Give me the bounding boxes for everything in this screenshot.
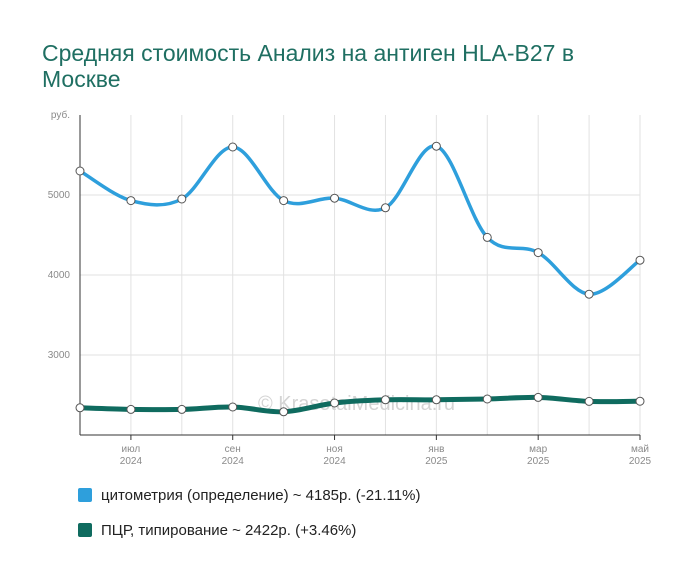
data-point [431, 141, 441, 151]
line-chart: 300040005000руб.июл2024сен2024ноя2024янв… [48, 109, 652, 467]
data-point [228, 142, 238, 152]
data-point [482, 394, 492, 404]
x-tick-label-month: сен [225, 444, 241, 455]
data-point [482, 232, 492, 242]
data-point [126, 404, 136, 414]
x-tick-label-month: июл [122, 444, 141, 455]
x-tick-label-month: ноя [326, 444, 343, 455]
data-point [330, 193, 340, 203]
data-point [75, 403, 85, 413]
data-point [635, 255, 645, 265]
series-lines [77, 144, 643, 415]
data-point [75, 166, 85, 176]
y-axis-label: руб. [51, 109, 70, 121]
series-line-cytometry [78, 144, 642, 296]
x-tick-label-month: май [631, 444, 649, 455]
data-point [126, 196, 136, 206]
legend: цитометрия (определение) ~ 4185р. (-21.1… [78, 484, 420, 554]
x-tick-label-month: мар [529, 444, 547, 455]
data-point [330, 398, 340, 408]
y-tick-label: 4000 [48, 270, 71, 281]
legend-label: ПЦР, типирование ~ 2422р. (+3.46%) [101, 521, 357, 539]
y-tick-label: 3000 [48, 350, 71, 361]
legend-item-pcr[interactable]: ПЦР, типирование ~ 2422р. (+3.46%) [78, 519, 420, 541]
axes: 300040005000руб.июл2024сен2024ноя2024янв… [48, 109, 652, 467]
legend-item-cytometry[interactable]: цитометрия (определение) ~ 4185р. (-21.1… [78, 484, 420, 506]
data-point [635, 396, 645, 406]
data-point [177, 194, 187, 204]
data-point [228, 402, 238, 412]
x-tick-label-year: 2025 [527, 456, 550, 467]
x-tick-label-year: 2024 [323, 456, 346, 467]
data-point [533, 248, 543, 258]
data-point [177, 404, 187, 414]
legend-swatch [78, 488, 92, 502]
x-tick-label-year: 2024 [120, 456, 143, 467]
data-point [584, 396, 594, 406]
chart-title: Средняя стоимость Анализ на антиген HLA-… [42, 40, 575, 92]
x-tick-label-year: 2025 [629, 456, 652, 467]
data-point [431, 395, 441, 405]
data-points [75, 141, 645, 417]
x-tick-label-month: янв [428, 444, 444, 455]
x-tick-label-year: 2024 [222, 456, 245, 467]
y-tick-label: 5000 [48, 190, 71, 201]
data-point [279, 196, 289, 206]
data-point [584, 289, 594, 299]
x-tick-label-year: 2025 [425, 456, 448, 467]
data-point [380, 203, 390, 213]
grid [79, 115, 641, 435]
data-point [380, 395, 390, 405]
legend-label: цитометрия (определение) ~ 4185р. (-21.1… [101, 486, 421, 504]
data-point [279, 407, 289, 417]
data-point [533, 392, 543, 402]
legend-swatch [78, 523, 92, 537]
